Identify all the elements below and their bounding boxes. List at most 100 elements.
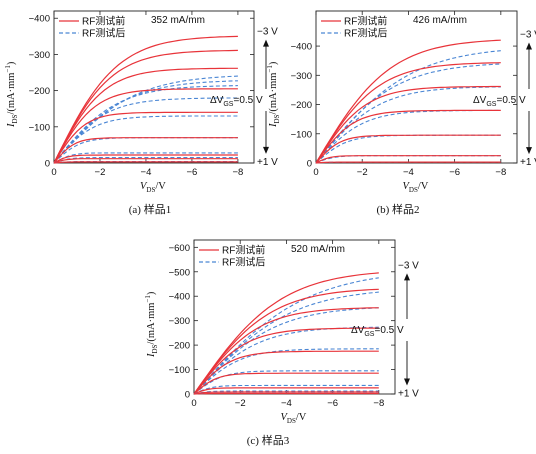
series-before-4: [315, 134, 501, 164]
x-tick-label: 0: [191, 398, 196, 409]
series-before-6: [315, 161, 501, 164]
legend-label-after: RF测试后: [82, 27, 125, 40]
y-tick-label: −100: [291, 129, 312, 140]
series-before-5: [53, 137, 238, 164]
series-before-6: [53, 154, 238, 164]
x-tick-label: −4: [403, 167, 414, 178]
arrow-down-head: [526, 147, 532, 155]
x-tick-label: −6: [449, 167, 460, 178]
series-before-0: [193, 272, 379, 395]
series-before-6: [193, 387, 379, 395]
vgs-step-label: ΔVGS=0.5 V: [210, 95, 263, 108]
panel-caption: (c) 样品3: [247, 433, 290, 447]
y-tick-label: 0: [45, 159, 50, 170]
series-before-5: [315, 155, 501, 164]
y-tick-label: 0: [307, 159, 312, 170]
y-tick-label: −600: [169, 243, 190, 254]
series-before-8: [53, 161, 238, 164]
legend-label-after: RF测试后: [344, 27, 387, 40]
y-tick-label: −100: [169, 365, 190, 376]
y-tick-label: −100: [29, 122, 50, 133]
series-after-6: [193, 384, 379, 395]
legend-label-before: RF测试前: [82, 15, 125, 28]
series-after-7: [193, 390, 379, 395]
series-after-0: [193, 277, 379, 395]
series-after-1: [193, 291, 379, 395]
arrow-down-head: [404, 378, 410, 386]
legend-label-before: RF测试前: [222, 244, 265, 257]
y-axis-label: IDS/(mA·mm−1): [4, 61, 19, 128]
x-tick-label: −6: [327, 398, 338, 409]
series-before-3: [193, 327, 379, 395]
y-tick-label: −200: [291, 100, 312, 111]
chart-panel-3: 0 −2 −4 −6 −8 0 −100 −200 −300 −400 −500 −600 VDS/V I…: [144, 239, 419, 447]
series-before-1: [315, 62, 501, 164]
panel-caption: (a) 样品1: [129, 202, 171, 216]
legend-label-after: RF测试后: [222, 256, 265, 269]
y-tick-label: −400: [29, 14, 50, 25]
x-tick-label: 0: [313, 167, 318, 178]
series-before-2: [315, 85, 501, 164]
series-before-3: [315, 109, 501, 164]
vgs-top-label: −3 V: [257, 27, 278, 38]
y-tick-label: −300: [29, 50, 50, 61]
peak-current-label: 352 mA/mm: [151, 15, 205, 26]
x-tick-label: −6: [187, 167, 198, 178]
vgs-step-label: ΔVGS=0.5 V: [351, 325, 404, 338]
series-after-3: [53, 97, 238, 164]
vgs-bottom-label: +1 V: [257, 157, 278, 168]
vgs-step-label: ΔVGS=0.5 V: [473, 95, 526, 108]
x-tick-label: −8: [373, 398, 384, 409]
series-before-7: [193, 391, 379, 395]
peak-current-label: 520 mA/mm: [291, 244, 345, 255]
x-tick-label: −8: [495, 167, 506, 178]
series-before-4: [193, 350, 379, 395]
y-axis-label: IDS/(mA·mm−1): [144, 291, 159, 358]
series-after-4: [315, 134, 501, 164]
chart-panel-1: 0 −2 −4 −6 −8 0 −100 −200 −300 −400 VDS/V IDS/(mA·m…: [4, 10, 278, 216]
series-before-2: [193, 307, 379, 395]
arrow-down-head: [263, 146, 269, 154]
series-after-0: [315, 50, 501, 164]
y-tick-label: −300: [169, 316, 190, 327]
series-before-1: [53, 49, 238, 164]
arrow-up-head: [526, 42, 532, 50]
series-after-2: [315, 86, 501, 164]
series-before-8: [193, 392, 379, 395]
y-tick-label: 0: [185, 390, 190, 401]
series-before-3: [53, 88, 238, 164]
series-after-4: [53, 115, 238, 164]
x-tick-label: −2: [235, 398, 246, 409]
panel-caption: (b) 样品2: [376, 202, 419, 216]
series-after-7: [53, 157, 238, 164]
plot-frame: [315, 10, 518, 164]
x-axis-label: VDS/V: [281, 412, 307, 425]
x-tick-label: −2: [95, 167, 106, 178]
y-axis-label: IDS/(mA·mm−1): [266, 61, 281, 128]
series-after-2: [193, 307, 379, 395]
y-tick-label: −400: [169, 292, 190, 303]
x-tick-label: −4: [281, 398, 292, 409]
y-tick-label: −300: [291, 71, 312, 82]
arrow-up-head: [404, 273, 410, 281]
series-after-4: [193, 348, 379, 395]
series-before-7: [53, 158, 238, 164]
arrow-up-head: [263, 39, 269, 47]
series-before-0: [315, 39, 501, 164]
x-tick-label: −2: [357, 167, 368, 178]
legend-label-before: RF测试前: [344, 15, 387, 28]
series-after-1: [53, 80, 238, 164]
y-tick-label: −200: [29, 86, 50, 97]
vgs-bottom-label: +1 V: [520, 157, 536, 168]
series-after-2: [53, 85, 238, 164]
peak-current-label: 426 mA/mm: [413, 15, 467, 26]
vgs-bottom-label: +1 V: [398, 389, 419, 400]
series-before-0: [53, 35, 238, 164]
vgs-top-label: −3 V: [398, 260, 419, 271]
series-after-6: [53, 152, 238, 164]
x-tick-label: −8: [232, 167, 243, 178]
y-tick-label: −500: [169, 267, 190, 278]
x-tick-label: −4: [141, 167, 152, 178]
chart-panel-2: 0 −2 −4 −6 −8 0 −100 −200 −300 −400 VDS/V IDS/(mA·m…: [266, 10, 536, 216]
